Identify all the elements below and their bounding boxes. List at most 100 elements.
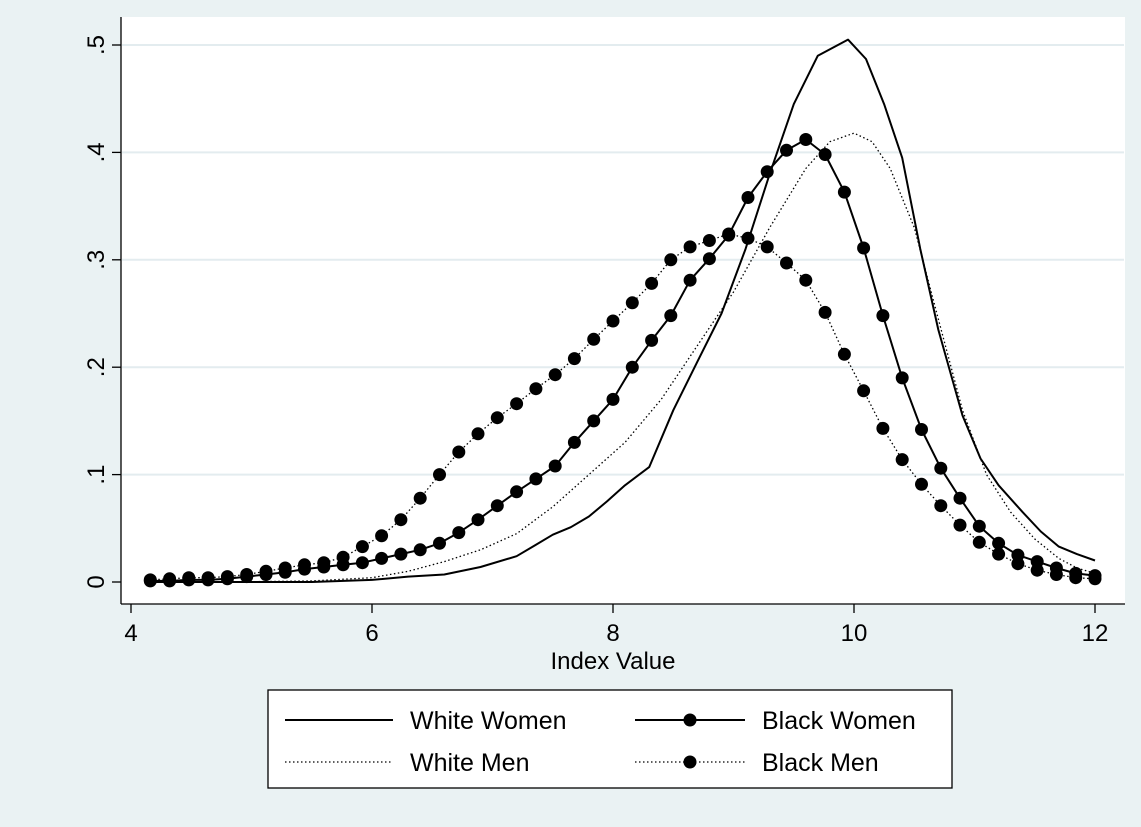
data-point	[1069, 571, 1083, 585]
data-point	[760, 240, 774, 254]
y-tick-label: .3	[83, 250, 110, 270]
data-point	[818, 148, 832, 161]
legend: White Women Black Women White Men Black Men	[267, 689, 953, 789]
data-point	[837, 347, 851, 361]
data-point	[606, 392, 620, 406]
data-point	[433, 536, 446, 550]
data-point	[837, 185, 851, 199]
data-point	[645, 333, 659, 347]
legend-label: White Men	[410, 749, 529, 777]
data-point	[1030, 563, 1044, 577]
data-point	[992, 536, 1006, 550]
legend-label: Black Women	[762, 707, 916, 735]
data-point	[818, 305, 832, 319]
x-tick-label: 12	[1082, 620, 1109, 647]
x-tick-label: 8	[606, 620, 619, 647]
data-point	[567, 352, 581, 366]
data-point	[645, 276, 659, 290]
data-point	[510, 397, 524, 411]
data-point	[394, 547, 408, 561]
data-point	[625, 360, 639, 374]
data-point	[336, 550, 350, 564]
data-point	[972, 535, 986, 549]
data-point	[490, 499, 504, 513]
x-axis-title: Index Value	[551, 648, 676, 675]
data-point	[857, 384, 871, 398]
gridlines	[122, 44, 1124, 476]
data-point	[625, 296, 639, 310]
data-point	[664, 309, 678, 323]
data-point	[317, 556, 331, 570]
y-tick-label: .4	[83, 142, 110, 162]
plot-region	[121, 17, 1125, 604]
data-point	[143, 573, 157, 587]
data-point	[741, 191, 755, 204]
data-point	[915, 423, 928, 436]
data-point	[394, 513, 408, 527]
data-point	[355, 540, 369, 554]
data-point	[760, 165, 774, 179]
data-point	[702, 252, 716, 266]
data-point	[529, 472, 543, 486]
series-line	[150, 233, 1096, 581]
data-point	[780, 256, 793, 270]
legend-swatch-marker	[683, 755, 697, 769]
data-point	[953, 491, 967, 505]
data-point	[375, 551, 389, 565]
data-point	[664, 253, 678, 267]
data-point	[567, 435, 581, 449]
y-tick-label: .5	[83, 35, 110, 55]
series-markers	[143, 133, 1102, 588]
data-point	[548, 459, 562, 473]
data-point	[452, 445, 466, 459]
data-point	[220, 570, 234, 584]
data-point	[259, 564, 273, 578]
data-point	[413, 491, 427, 505]
data-point	[1049, 568, 1063, 581]
data-point	[934, 499, 948, 513]
data-point	[972, 519, 986, 533]
data-point	[510, 485, 524, 499]
data-point	[163, 572, 177, 586]
data-point	[433, 468, 446, 482]
data-point	[780, 143, 793, 157]
data-point	[587, 332, 601, 346]
data-point	[934, 461, 948, 475]
data-point	[548, 368, 562, 382]
data-point	[606, 314, 620, 328]
data-point	[857, 241, 871, 255]
data-point	[915, 477, 928, 491]
data-point	[355, 556, 369, 570]
data-point	[895, 371, 909, 385]
data-point	[375, 529, 389, 543]
axes: 0 .1 .2 .3 .4 .5 4 6 8 10 12	[83, 17, 1125, 647]
data-point	[240, 568, 254, 581]
data-point	[876, 309, 890, 323]
y-tick-label: .2	[83, 357, 110, 377]
data-point	[587, 414, 601, 428]
data-point	[471, 513, 485, 527]
data-point	[876, 421, 890, 435]
data-point	[992, 547, 1006, 561]
data-point	[683, 240, 697, 254]
data-point	[1011, 557, 1025, 571]
y-tick-label: .1	[83, 465, 110, 485]
legend-label: White Women	[410, 707, 567, 735]
x-tick-label: 6	[365, 620, 378, 647]
data-point	[413, 543, 427, 557]
legend-label: Black Men	[762, 749, 879, 777]
data-point	[799, 273, 813, 287]
data-point	[953, 518, 967, 532]
data-point	[722, 227, 736, 241]
data-point	[1088, 572, 1102, 586]
series-line	[150, 38, 1096, 583]
x-tick-label: 10	[841, 620, 868, 647]
x-tick-label: 4	[124, 620, 137, 647]
data-point	[298, 558, 311, 572]
data-point	[452, 526, 466, 540]
data-point	[741, 231, 755, 245]
data-point	[201, 571, 215, 585]
legend-box	[267, 689, 953, 789]
legend-swatch-marker	[683, 713, 697, 727]
